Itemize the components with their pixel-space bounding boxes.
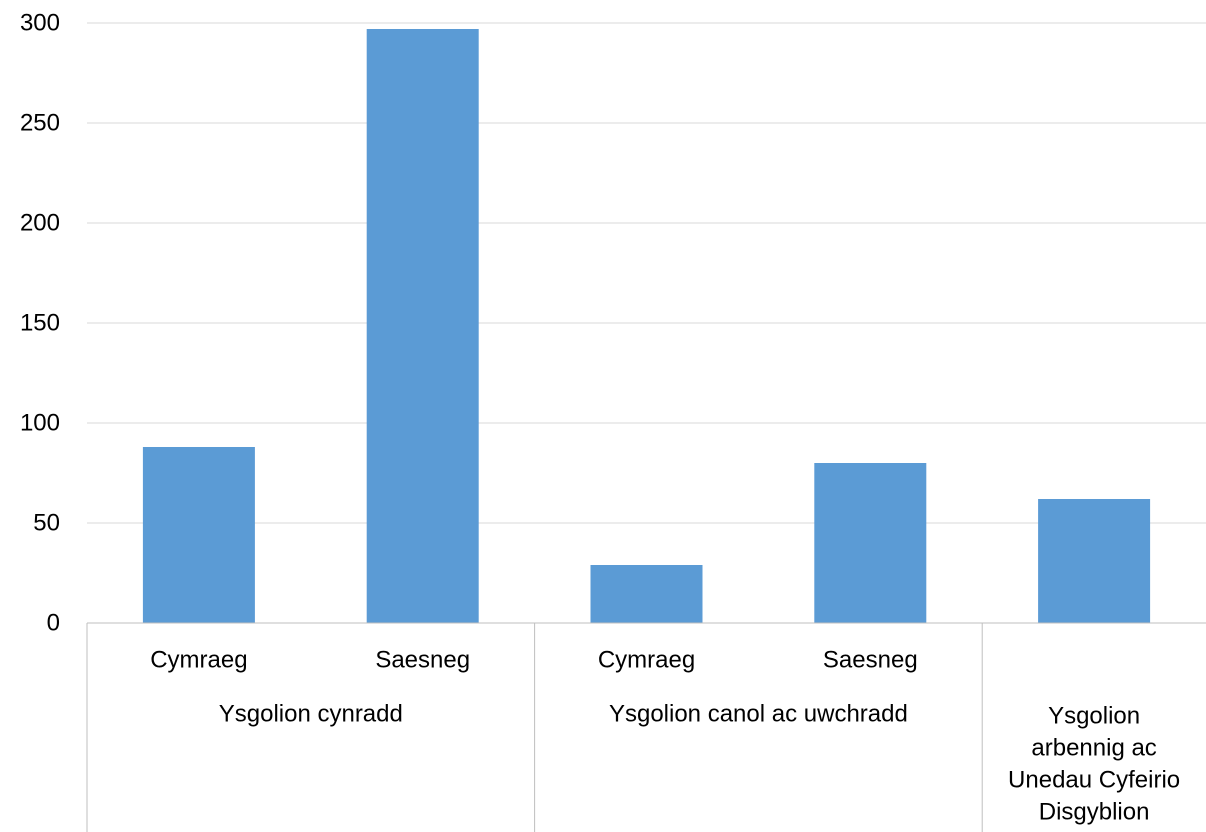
- bar: [366, 29, 479, 623]
- y-tick-label: 200: [20, 210, 60, 237]
- x-group-label: Ysgolion cynradd: [219, 701, 403, 728]
- bar: [1038, 499, 1151, 623]
- x-category-label: Cymraeg: [598, 647, 695, 674]
- bar: [814, 463, 927, 623]
- y-tick-label: 300: [20, 10, 60, 37]
- bar: [590, 565, 703, 623]
- x-category-label: Saesneg: [375, 647, 470, 674]
- x-group-label: Ysgolion arbennig ac Unedau Cyfeirio Disgyb…: [1008, 703, 1180, 826]
- y-tick-label: 150: [20, 310, 60, 337]
- x-category-label: Saesneg: [823, 647, 918, 674]
- y-tick-label: 0: [47, 610, 60, 637]
- x-category-label: Cymraeg: [150, 647, 247, 674]
- bar: [142, 447, 255, 623]
- gridlines: [87, 22, 1206, 524]
- y-tick-label: 50: [33, 510, 60, 537]
- x-axis: Cymraeg Saesneg Cymraeg Saesneg Ysgolion cyn…: [86, 622, 1206, 832]
- y-axis-ticks: 0 50 100 150 200 250 300: [20, 10, 60, 637]
- bars: [142, 29, 1151, 623]
- x-group-label: Ysgolion canol ac uwchradd: [609, 701, 908, 728]
- y-tick-label: 100: [20, 410, 60, 437]
- y-tick-label: 250: [20, 110, 60, 137]
